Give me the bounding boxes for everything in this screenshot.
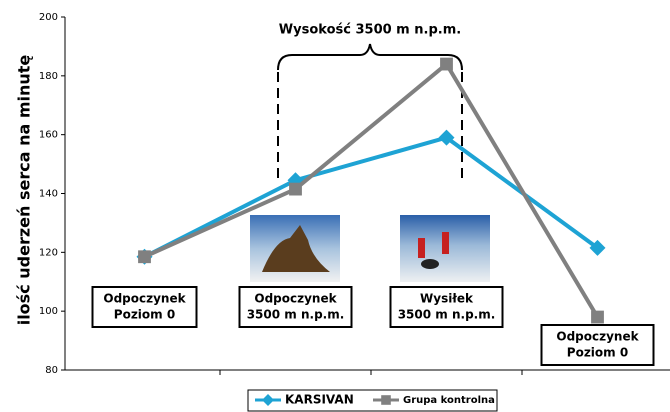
series-line	[143, 135, 599, 259]
photo-dog	[250, 215, 340, 282]
data-point	[591, 310, 604, 324]
category-box	[389, 286, 504, 328]
y-tick-label: 200	[39, 12, 58, 23]
y-tick-label: 180	[39, 71, 58, 82]
category-label: Wysiłek	[420, 292, 474, 306]
y-tick-label: 140	[39, 189, 58, 200]
data-point	[440, 57, 453, 71]
annotation: Wysokość 3500 m n.p.m.	[279, 23, 461, 38]
category-label: 3500 m n.p.m.	[247, 308, 345, 322]
y-axis-label: ilość uderzeń serca na minutę	[15, 55, 34, 326]
series-line	[143, 61, 600, 319]
photo-sled	[400, 215, 490, 282]
data-point	[438, 129, 455, 146]
legend-label: Grupa kontrolna	[403, 395, 495, 406]
data-point	[138, 250, 151, 264]
category-label: 3500 m n.p.m.	[398, 308, 496, 322]
category-label: Poziom 0	[114, 308, 175, 322]
legend-marker	[381, 395, 391, 405]
legend-marker	[262, 394, 274, 406]
category-label: Odpoczynek	[556, 330, 639, 344]
y-tick-label: 80	[45, 365, 58, 376]
category-box	[540, 324, 655, 366]
data-point	[589, 239, 606, 256]
legend-label: KARSIVAN	[285, 393, 354, 407]
y-tick-label: 160	[39, 130, 58, 141]
y-tick-label: 120	[39, 247, 58, 258]
category-label: Poziom 0	[567, 346, 628, 360]
category-label: Odpoczynek	[254, 292, 337, 306]
brace	[277, 43, 463, 71]
data-point	[289, 182, 302, 196]
y-tick-label: 100	[39, 306, 58, 317]
category-label: Odpoczynek	[103, 292, 186, 306]
category-box	[91, 286, 198, 328]
category-box	[238, 286, 353, 328]
legend	[247, 389, 498, 412]
